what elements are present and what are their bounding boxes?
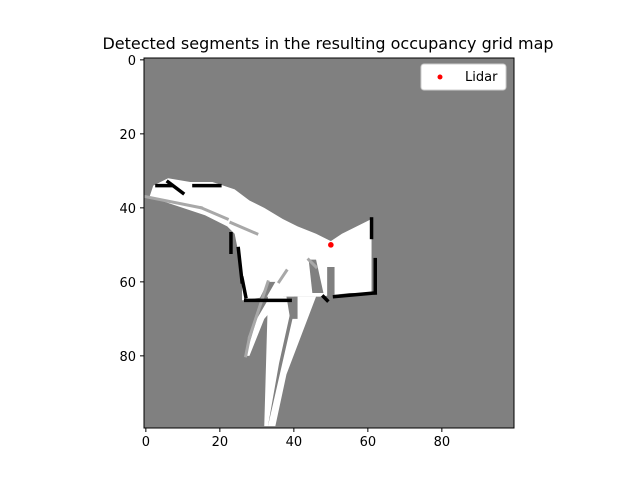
unknown-patch-0	[286, 296, 298, 319]
partial-segment-5	[276, 268, 289, 284]
y-tick-label-0: 0	[128, 54, 136, 69]
chart-title: Detected segments in the resulting occup…	[102, 34, 553, 53]
plot-area	[143, 57, 515, 429]
occupied-segment-4	[320, 294, 330, 303]
partial-segment-4	[243, 335, 252, 358]
y-tick-label-60: 60	[119, 276, 136, 291]
free-region-1	[264, 296, 294, 427]
occupied-segments-layer	[155, 179, 378, 303]
partial-segment-2	[228, 220, 259, 236]
free-region-3	[245, 267, 309, 356]
partial-segment-0	[144, 194, 204, 210]
plot-frame	[143, 57, 515, 429]
x-tick-label-20: 20	[212, 435, 229, 450]
x-axis: 0 20 40 60 80	[142, 428, 450, 450]
occupied-segment-1	[236, 246, 244, 284]
partial-segment-1	[199, 205, 230, 221]
free-region-2	[267, 296, 317, 427]
occupied-segment-2	[239, 276, 248, 299]
y-tick-label-40: 40	[119, 202, 136, 217]
x-tick-label-80: 80	[434, 435, 451, 450]
unknown-patch-3	[327, 267, 335, 305]
unknown-patch-1	[308, 259, 324, 293]
lidar-marker-layer	[328, 242, 334, 248]
partial-segment-3	[247, 279, 270, 340]
x-tick-label-60: 60	[360, 435, 377, 450]
legend: Lidar	[420, 63, 507, 91]
partial-segment-6	[306, 257, 319, 270]
legend-box	[420, 63, 507, 91]
legend-lidar-marker	[437, 74, 443, 80]
partial-occupancy-layer	[144, 194, 319, 358]
y-axis: 0 20 40 60 80	[119, 54, 144, 365]
legend-lidar-label: Lidar	[465, 70, 498, 85]
y-tick-label-20: 20	[119, 128, 136, 143]
x-tick-label-40: 40	[286, 435, 303, 450]
occupied-segment-5	[332, 291, 378, 299]
occupied-segment-10	[165, 179, 186, 196]
lidar-point	[328, 242, 334, 248]
y-tick-label-80: 80	[119, 350, 136, 365]
x-tick-label-0: 0	[142, 435, 150, 450]
